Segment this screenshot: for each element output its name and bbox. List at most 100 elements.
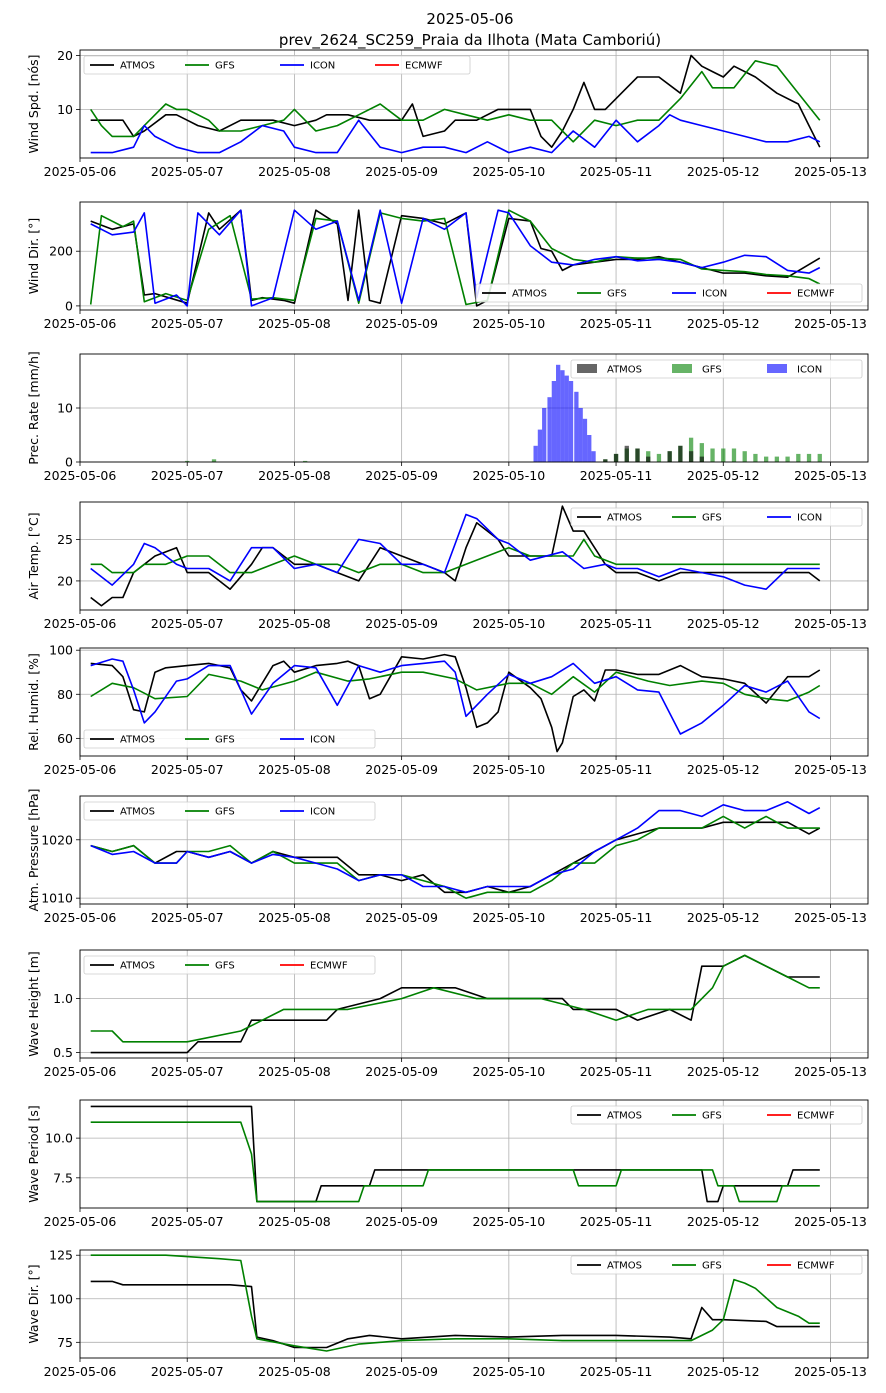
y-tick-label: 125 (49, 1248, 73, 1263)
precip-bar (185, 460, 190, 462)
legend-label: ECMWF (797, 289, 835, 300)
legend-label: ATMOS (120, 961, 155, 972)
legend-label: GFS (702, 1261, 722, 1272)
x-tick-label: 2025-05-08 (258, 468, 331, 483)
y-tick-label: 1.0 (53, 991, 73, 1006)
x-tick-label: 2025-05-10 (473, 1364, 546, 1379)
x-tick-label: 2025-05-11 (580, 762, 653, 777)
precip-bar (574, 391, 579, 462)
y-tick-label: 60 (57, 731, 73, 746)
chart-panel: 2025-05-06 2025-05-07 2025-05-08 2025-05-09… (26, 643, 869, 777)
x-tick-label: 2025-05-08 (258, 316, 331, 331)
x-tick-label: 2025-05-08 (258, 762, 331, 777)
y-tick-label: 7.5 (53, 1170, 73, 1185)
precip-bar (731, 448, 737, 462)
axes-frame (79, 353, 869, 463)
x-tick-label: 2025-05-10 (473, 1214, 546, 1229)
legend-label: ICON (310, 735, 335, 746)
series-line (90, 800, 821, 894)
y-tick-label: 100 (49, 643, 73, 658)
y-axis-label: Wave Height [m] (26, 951, 41, 1057)
x-tick-label: 2025-05-10 (473, 762, 546, 777)
axes-frame (79, 1249, 869, 1359)
precip-bar (678, 445, 683, 462)
x-tick-label: 2025-05-10 (473, 468, 546, 483)
series-line (90, 658, 821, 735)
x-tick-label: 2025-05-09 (365, 1214, 438, 1229)
chart-panel: 2025-05-06 2025-05-07 2025-05-08 2025-05-09… (26, 1099, 869, 1229)
precip-bar (211, 459, 217, 462)
x-tick-label: 2025-05-07 (151, 1064, 224, 1079)
precip-bar (564, 375, 569, 462)
x-tick-label: 2025-05-11 (580, 164, 653, 179)
precip-bar (656, 453, 662, 462)
y-axis-label: Atm. Pressure [hPa] (26, 788, 41, 911)
legend-swatch (767, 364, 787, 373)
precip-bar (646, 456, 651, 462)
precip-bar (624, 445, 629, 462)
y-axis-label: Rel. Humid. [%] (26, 653, 41, 751)
chart-panel: 2025-05-06 2025-05-07 2025-05-08 2025-05-09… (26, 1248, 869, 1379)
legend-label: ICON (797, 365, 822, 376)
precip-bar (710, 448, 715, 462)
precip-bar (587, 435, 592, 462)
series-line (90, 954, 820, 1043)
x-tick-label: 2025-05-11 (580, 616, 653, 631)
precip-bar (556, 364, 561, 462)
y-axis-label: Wave Dir. [°] (26, 1264, 41, 1343)
precip-bar (582, 418, 588, 462)
axes-frame (79, 49, 869, 159)
y-tick-label: 80 (57, 687, 73, 702)
precip-bar (591, 451, 596, 462)
legend-label: ECMWF (797, 1111, 835, 1122)
legend-box (570, 1255, 863, 1275)
x-tick-label: 2025-05-12 (687, 164, 760, 179)
precip-bar (667, 451, 672, 462)
axes-frame (79, 647, 869, 757)
y-tick-label: 100 (49, 1291, 73, 1306)
x-tick-label: 2025-05-13 (794, 1214, 867, 1229)
x-tick-label: 2025-05-11 (580, 1214, 653, 1229)
precip-bar (753, 453, 758, 462)
x-tick-label: 2025-05-09 (365, 1364, 438, 1379)
series-group (90, 800, 821, 900)
axes-frame (79, 501, 869, 611)
x-tick-label: 2025-05-07 (151, 616, 224, 631)
legend-label: ATMOS (607, 1111, 642, 1122)
chart-panels: 2025-05-06 2025-05-07 2025-05-08 2025-05-09… (26, 48, 869, 1379)
x-tick-label: 2025-05-12 (687, 468, 760, 483)
series-group (89, 209, 821, 307)
y-tick-label: 10.0 (45, 1131, 73, 1146)
precip-bar (721, 448, 726, 462)
y-axis-label: Wave Period [s] (26, 1105, 41, 1203)
x-tick-label: 2025-05-10 (473, 616, 546, 631)
precip-bar (560, 370, 565, 462)
series-group (90, 505, 821, 607)
precip-bar (551, 381, 557, 462)
x-tick-label: 2025-05-06 (44, 910, 117, 925)
y-tick-label: 1010 (41, 891, 73, 906)
chart-panel: 2025-05-06 2025-05-07 2025-05-08 2025-05-09… (26, 351, 869, 483)
x-tick-label: 2025-05-08 (258, 616, 331, 631)
legend: ATMOS GFS ECMWF (570, 1105, 863, 1125)
legend-label: GFS (702, 1111, 722, 1122)
series-line (90, 815, 820, 900)
legend-label: GFS (215, 61, 235, 72)
precip-bar (806, 453, 812, 462)
legend-label: ICON (702, 289, 727, 300)
chart-panel: 2025-05-06 2025-05-07 2025-05-08 2025-05-09… (26, 949, 869, 1079)
x-tick-label: 2025-05-08 (258, 1064, 331, 1079)
legend-label: ECMWF (405, 61, 443, 72)
legend-box (83, 55, 471, 75)
y-tick-label: 1020 (41, 832, 73, 847)
x-tick-label: 2025-05-13 (794, 316, 867, 331)
precip-bar (699, 456, 704, 462)
x-tick-label: 2025-05-12 (687, 616, 760, 631)
legend-label: GFS (215, 735, 235, 746)
legend: ATMOS GFS ECMWF (570, 1255, 863, 1275)
x-tick-label: 2025-05-08 (258, 910, 331, 925)
legend-label: GFS (215, 961, 235, 972)
precip-bar (796, 453, 801, 462)
y-axis-label: Air Temp. [°C] (26, 512, 41, 599)
precip-bar (537, 429, 543, 462)
